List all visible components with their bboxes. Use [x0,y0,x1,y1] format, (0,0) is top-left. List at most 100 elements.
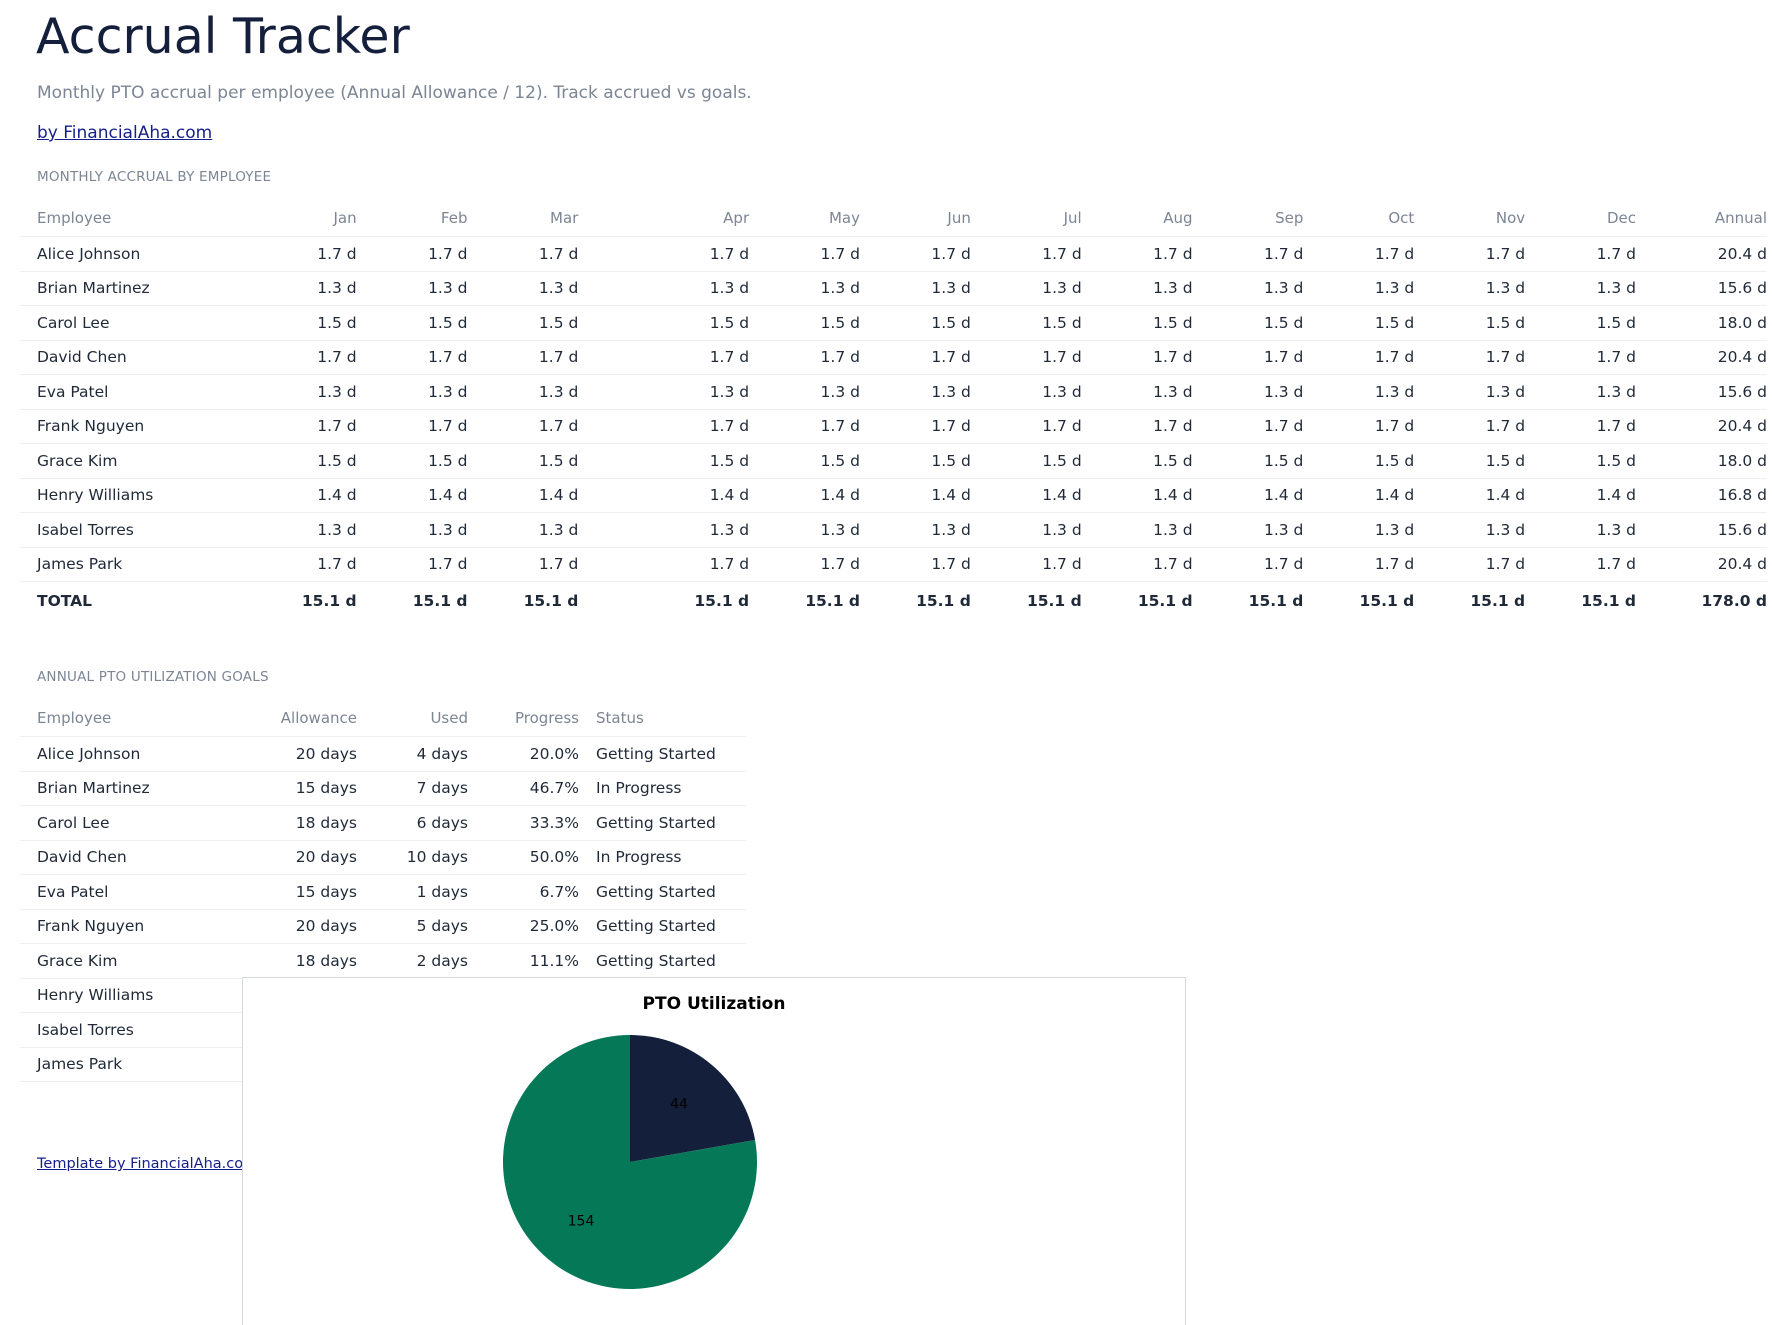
accrual-cell: 1.5 d [1081,443,1193,479]
accrual-cell: 1.3 d [1192,271,1304,306]
accrual-header-feb: Feb [356,200,468,237]
accrual-cell: 1.3 d [1081,512,1193,548]
total-cell: 15.1 d [1303,581,1415,620]
table-row: Frank Nguyen 1.7 d 1.7 d 1.7 d 1.7 d 1.7 d 1.7… [20,409,1767,444]
accrual-cell: 1.3 d [248,374,357,410]
accrual-cell: 1.5 d [1192,443,1304,479]
accrual-cell: 18.0 d [1635,305,1767,341]
total-cell: 15.1 d [1414,581,1526,620]
progress-cell: 20.0% [468,736,579,772]
accrual-header-dec: Dec [1525,200,1636,237]
allowance-cell: 18 days [249,805,357,841]
accrual-cell: 1.3 d [1525,374,1636,410]
accrual-cell: 1.5 d [1414,443,1526,479]
accrual-cell: 1.3 d [1192,512,1304,548]
total-cell: 15.1 d [1525,581,1636,620]
accrual-cell: 1.7 d [1192,340,1304,375]
accrual-cell: 1.7 d [1081,409,1193,444]
employee-name: Eva Patel [20,374,249,410]
accrual-cell: 1.5 d [749,443,860,479]
allowance-cell: 15 days [249,771,357,806]
accrual-cell: 1.3 d [1192,374,1304,410]
accrual-cell: 1.5 d [970,443,1082,479]
accrual-cell: 1.3 d [749,374,860,410]
accrual-cell: 1.7 d [859,409,971,444]
accrual-cell: 20.4 d [1635,547,1767,582]
accrual-cell: 1.7 d [970,340,1082,375]
accrual-cell: 1.7 d [1303,409,1415,444]
status-cell: Getting Started [579,909,746,944]
accrual-cell: 1.4 d [859,478,971,513]
chart-title: PTO Utilization [642,994,786,1014]
accrual-cell: 1.5 d [859,305,971,341]
accrual-cell: 1.4 d [970,478,1082,513]
accrual-cell: 1.3 d [970,271,1082,306]
progress-cell: 50.0% [468,840,579,875]
accrual-cell: 1.5 d [578,443,750,479]
accrual-cell: 1.7 d [1303,236,1415,272]
accrual-cell: 1.7 d [578,340,750,375]
accrual-cell: 1.7 d [356,236,468,272]
accrual-cell: 1.4 d [1525,478,1636,513]
accrual-cell: 1.4 d [1303,478,1415,513]
page-title: Accrual Tracker [36,8,410,65]
accrual-cell: 1.7 d [1081,340,1193,375]
pie-slice-0 [630,1035,756,1162]
allowance-cell: 20 days [249,909,357,944]
table-row: James Park 1.7 d 1.7 d 1.7 d 1.7 d 1.7 d 1.7 d… [20,547,1767,582]
accrual-cell: 1.3 d [467,512,579,548]
byline-link[interactable]: by FinancialAha.com [37,123,213,143]
status-cell: Getting Started [579,805,746,841]
accrual-cell: 1.7 d [467,236,579,272]
accrual-cell: 1.3 d [1081,374,1193,410]
accrual-cell: 1.5 d [1303,443,1415,479]
accrual-cell: 1.7 d [248,340,357,375]
accrual-cell: 1.7 d [467,547,579,582]
accrual-cell: 1.3 d [1525,271,1636,306]
accrual-cell: 1.7 d [578,236,750,272]
accrual-cell: 1.5 d [356,305,468,341]
employee-name: Grace Kim [20,443,249,479]
accrual-cell: 1.7 d [356,340,468,375]
accrual-cell: 1.7 d [467,340,579,375]
accrual-cell: 1.4 d [749,478,860,513]
accrual-cell: 1.7 d [248,409,357,444]
employee-name: Carol Lee [20,805,249,841]
employee-name: Carol Lee [20,305,249,341]
employee-name: James Park [20,1047,249,1082]
accrual-header-jan: Jan [248,200,357,237]
total-label: TOTAL [20,581,249,620]
accrual-cell: 1.7 d [356,547,468,582]
accrual-cell: 1.3 d [356,512,468,548]
accrual-cell: 16.8 d [1635,478,1767,513]
goals-header-status: Status [579,700,746,737]
accrual-cell: 1.3 d [1414,374,1526,410]
accrual-cell: 15.6 d [1635,374,1767,410]
table-row: Grace Kim 18 days 2 days 11.1% Getting Start… [20,943,746,979]
accrual-cell: 1.3 d [970,374,1082,410]
accrual-cell: 1.7 d [970,547,1082,582]
employee-name: Eva Patel [20,874,249,910]
accrual-header-aug: Aug [1081,200,1193,237]
accrual-cell: 1.7 d [467,409,579,444]
employee-name: Brian Martinez [20,771,249,806]
accrual-cell: 1.5 d [1081,305,1193,341]
employee-name: Grace Kim [20,943,249,979]
accrual-cell: 1.4 d [1192,478,1304,513]
footer-template-link[interactable]: Template by FinancialAha.com [37,1156,243,1172]
status-cell: In Progress [579,840,746,875]
allowance-cell: 20 days [249,840,357,875]
total-cell: 15.1 d [1192,581,1304,620]
accrual-cell: 1.3 d [356,271,468,306]
accrual-cell: 1.5 d [1525,443,1636,479]
employee-name: Alice Johnson [20,236,249,272]
accrual-cell: 1.7 d [1414,547,1526,582]
accrual-cell: 1.7 d [356,409,468,444]
accrual-cell: 1.5 d [1192,305,1304,341]
accrual-cell: 1.5 d [1303,305,1415,341]
accrual-cell: 1.7 d [1081,236,1193,272]
accrual-cell: 1.5 d [1525,305,1636,341]
total-cell: 15.1 d [578,581,750,620]
